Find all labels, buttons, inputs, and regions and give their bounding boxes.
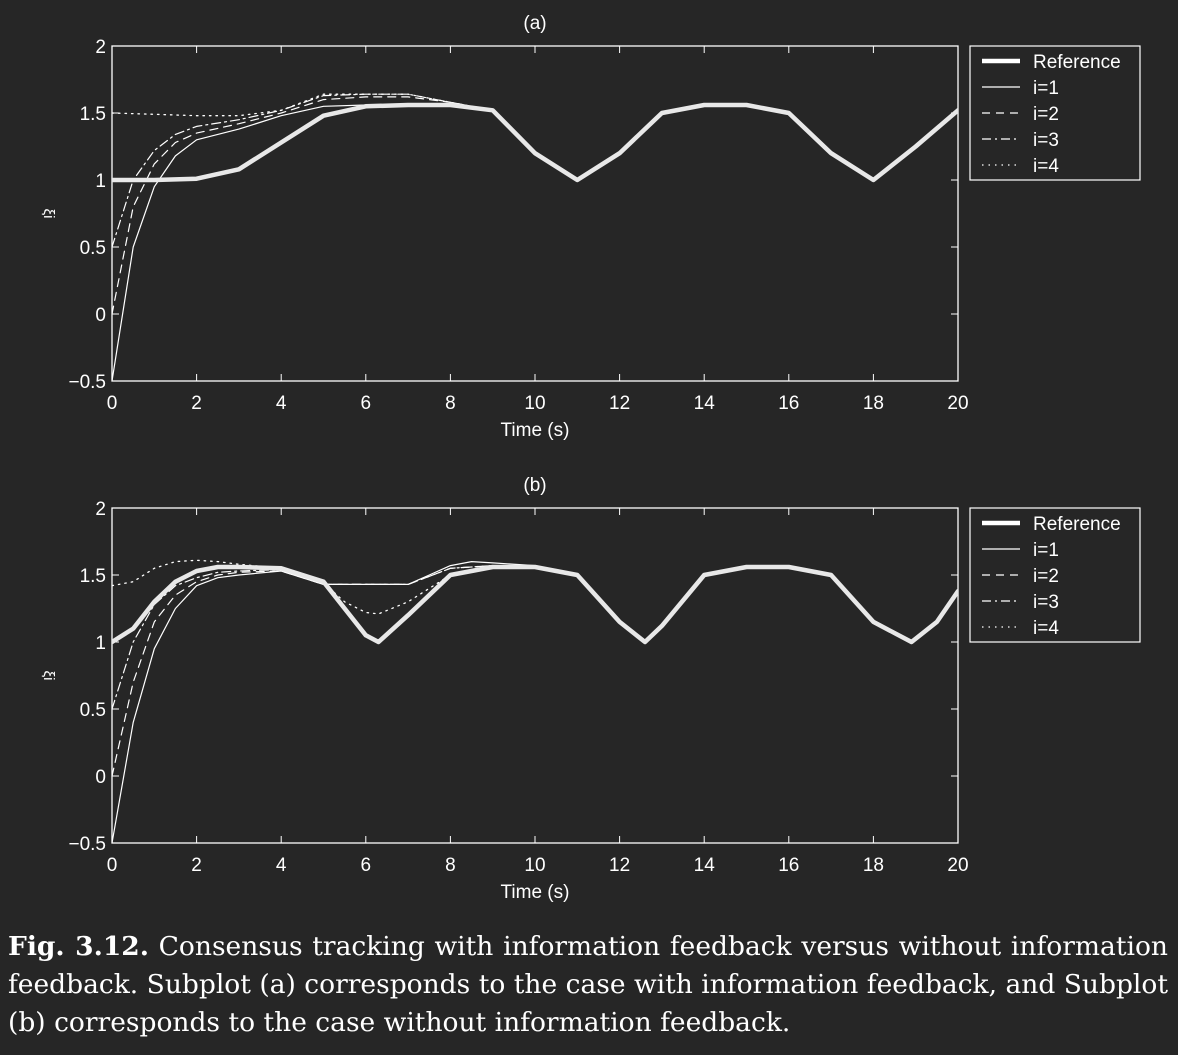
x-tick-label: 0 — [107, 393, 118, 414]
series-line-i2 — [112, 564, 958, 777]
x-tick-label: 18 — [863, 393, 884, 414]
legend-label: i=2 — [1033, 104, 1059, 125]
series-group — [112, 559, 958, 843]
x-tick-label: 10 — [524, 855, 545, 876]
y-tick-label: 0.5 — [80, 700, 106, 721]
axes-box — [111, 45, 959, 382]
x-tick-label: 12 — [609, 393, 630, 414]
axes-box — [111, 507, 959, 844]
y-tick-label: 1.5 — [80, 566, 106, 587]
y-tick-label: −0.5 — [68, 372, 106, 393]
x-tick-label: 6 — [361, 855, 372, 876]
series-line-i1 — [112, 104, 958, 381]
x-tick-label: 12 — [609, 855, 630, 876]
x-tick-label: 4 — [276, 393, 287, 414]
legend-box — [969, 507, 1141, 643]
x-tick-label: 2 — [191, 393, 202, 414]
x-tick-label: 16 — [778, 393, 799, 414]
y-tick-label: 1.5 — [80, 104, 106, 125]
y-tick-label: 2 — [95, 499, 106, 520]
x-tick-label: 14 — [694, 393, 716, 414]
series-group — [112, 93, 958, 381]
x-tick-label: 20 — [947, 855, 968, 876]
legend: Reference i=1 i=2 i=3 i=4 — [969, 45, 1141, 181]
x-axis-label: Time (s) — [501, 420, 570, 441]
x-tick-label: 16 — [778, 855, 799, 876]
subplot-title: (a) — [523, 13, 546, 34]
legend-label: i=4 — [1033, 156, 1059, 177]
caption-text: Consensus tracking with information feed… — [8, 931, 1168, 1038]
y-tick-label: 2 — [95, 37, 106, 58]
y-tick-label: 0.5 — [80, 238, 106, 259]
x-tick-label: 20 — [947, 393, 968, 414]
y-axis-label: ξi — [40, 208, 57, 218]
y-tick-label: 0 — [95, 767, 106, 788]
y-tick-label: 0 — [95, 305, 106, 326]
x-tick-label: 2 — [191, 855, 202, 876]
series-line-i4 — [112, 559, 958, 643]
legend-label: Reference — [1033, 514, 1121, 535]
subplot-title: (b) — [523, 475, 546, 496]
series-line-reference — [112, 102, 958, 183]
x-axis-label: Time (s) — [501, 882, 570, 903]
y-tick-label: −0.5 — [68, 834, 106, 855]
legend-label: i=1 — [1033, 540, 1059, 561]
x-tick-label: 8 — [445, 393, 456, 414]
legend-label: i=3 — [1033, 592, 1059, 613]
legend-label: i=1 — [1033, 78, 1059, 99]
x-tick-label: 6 — [361, 393, 372, 414]
legend-label: i=3 — [1033, 130, 1059, 151]
x-tick-label: 14 — [694, 855, 716, 876]
x-tick-label: 0 — [107, 855, 118, 876]
x-tick-label: 4 — [276, 855, 287, 876]
x-tick-label: 18 — [863, 855, 884, 876]
legend-label: i=2 — [1033, 566, 1059, 587]
y-tick-label: 1 — [95, 171, 106, 192]
series-line-reference — [112, 564, 958, 645]
series-line-i3 — [112, 564, 958, 710]
legend-box — [969, 45, 1141, 181]
y-axis-label: ξi — [40, 670, 57, 680]
series-line-i1 — [112, 560, 958, 843]
caption-label: Fig. 3.12. — [8, 931, 149, 962]
legend-label: Reference — [1033, 52, 1121, 73]
y-tick-label: 1 — [95, 633, 106, 654]
legend: Reference i=1 i=2 i=3 i=4 — [969, 507, 1141, 643]
x-tick-label: 8 — [445, 855, 456, 876]
figure-caption: Fig. 3.12. Consensus tracking with infor… — [8, 928, 1168, 1042]
x-tick-label: 10 — [524, 393, 545, 414]
legend-label: i=4 — [1033, 618, 1059, 639]
